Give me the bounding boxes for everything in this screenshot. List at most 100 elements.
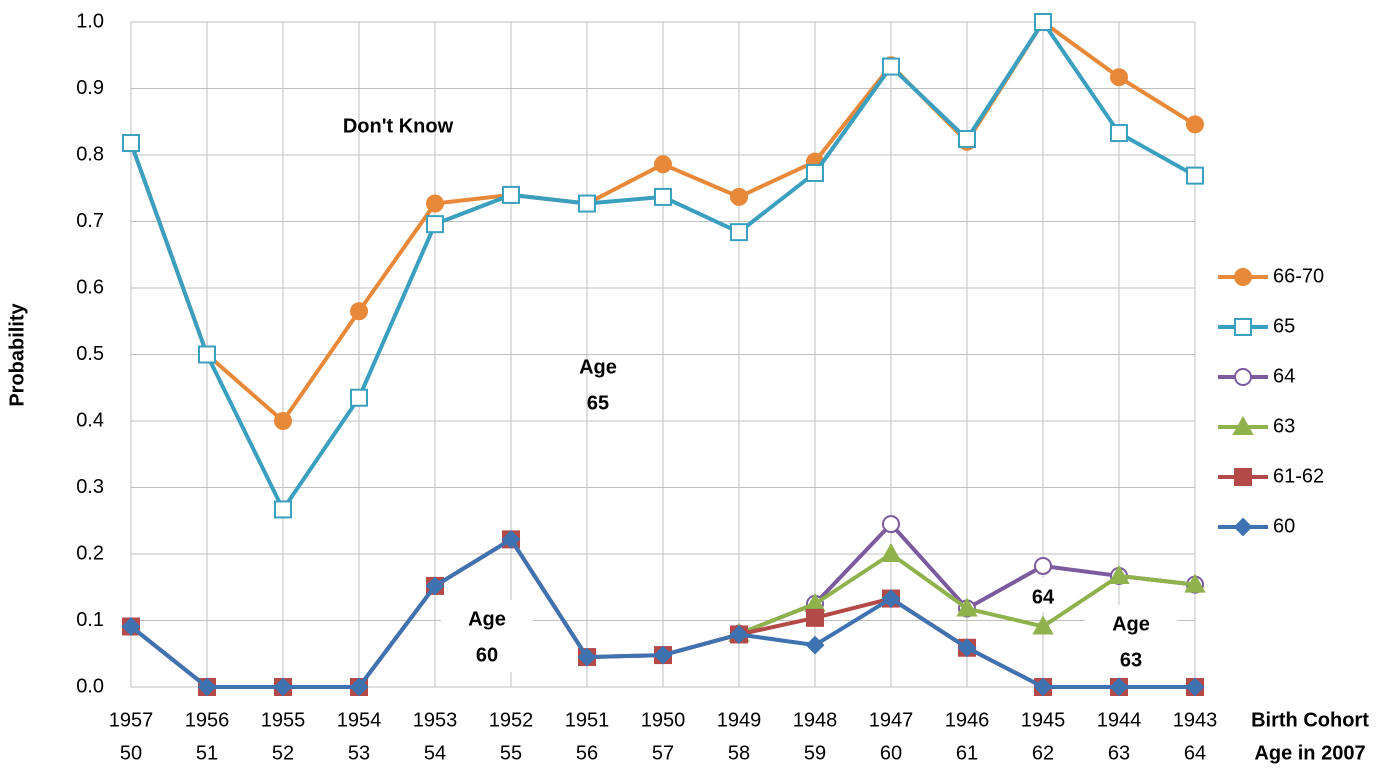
data-point — [1109, 677, 1129, 697]
legend-label: 60 — [1273, 515, 1295, 537]
legend-label: 64 — [1273, 365, 1295, 387]
y-tick-label: 0.0 — [76, 675, 104, 697]
x-tick-label: 1947 — [869, 709, 914, 731]
legend-marker — [1234, 268, 1252, 286]
x-tick-label-age: 55 — [500, 742, 522, 764]
x-tick-label-age: 62 — [1032, 742, 1054, 764]
y-tick-label: 0.9 — [76, 77, 104, 99]
annotation: Age — [468, 608, 506, 630]
y-tick-label: 0.1 — [76, 609, 104, 631]
x-tick-label: 1946 — [945, 709, 990, 731]
legend-item: 66-70 — [1218, 265, 1324, 287]
data-point — [730, 187, 748, 206]
data-point — [197, 677, 217, 697]
x-tick-label-age: 61 — [956, 742, 978, 764]
legend-marker — [1233, 517, 1253, 537]
data-point — [1184, 573, 1206, 593]
y-tick-label: 0.4 — [76, 409, 104, 431]
y-tick-label: 0.5 — [76, 343, 104, 365]
data-point — [958, 130, 976, 149]
data-point — [881, 589, 901, 608]
data-point — [273, 677, 293, 697]
legend-marker — [1232, 415, 1254, 435]
x-tick-label: 1957 — [109, 709, 154, 731]
annotation: 63 — [1120, 649, 1142, 671]
data-point — [122, 134, 140, 153]
y-tick-label: 0.8 — [76, 143, 104, 165]
annotation: Don't Know — [343, 115, 454, 137]
data-point — [426, 215, 444, 234]
data-point — [653, 645, 673, 665]
legend-marker — [1234, 368, 1252, 386]
legend-item: 61-62 — [1218, 465, 1324, 487]
legend-marker — [1234, 468, 1252, 486]
data-point — [1034, 13, 1052, 31]
data-point — [729, 625, 749, 644]
x-tick-label-age: 53 — [348, 742, 370, 764]
x-tick-label: 1948 — [793, 709, 838, 731]
data-point — [1110, 124, 1128, 143]
y-tick-label: 0.7 — [76, 210, 104, 232]
data-point — [1110, 68, 1128, 87]
legend-marker — [1234, 318, 1252, 336]
x-tick-label-age: 59 — [804, 742, 826, 764]
x-axis-title: Birth Cohort — [1251, 709, 1369, 731]
x-tick-label: 1950 — [641, 709, 686, 731]
legend-item: 64 — [1218, 365, 1295, 387]
x-tick-label: 1955 — [261, 709, 306, 731]
annotation-box — [441, 600, 533, 672]
x-tick-label-age: 50 — [120, 742, 142, 764]
data-point — [957, 638, 977, 658]
legend-item: 60 — [1218, 515, 1295, 537]
data-point — [1108, 564, 1130, 584]
data-point — [880, 542, 902, 562]
data-point — [502, 185, 520, 204]
y-tick-label: 0.6 — [76, 276, 104, 298]
annotation-box — [1018, 578, 1068, 612]
y-tick-label: 0.3 — [76, 476, 104, 498]
data-point — [1185, 677, 1205, 697]
data-point — [654, 187, 672, 206]
data-point — [956, 597, 978, 617]
x-tick-label-age: 63 — [1108, 742, 1130, 764]
data-point — [198, 345, 216, 364]
legend-item: 63 — [1218, 415, 1295, 437]
x-tick-label: 1945 — [1021, 709, 1066, 731]
data-point — [882, 515, 900, 534]
data-point — [274, 500, 292, 519]
annotation: Age — [579, 356, 617, 378]
y-axis-title: Probability — [6, 302, 28, 406]
y-tick-label: 1.0 — [76, 10, 104, 32]
x-tick-label-age: 51 — [196, 742, 218, 764]
legend-label: 61-62 — [1273, 465, 1324, 487]
legend-label: 66-70 — [1273, 265, 1324, 287]
legend-label: 65 — [1273, 315, 1295, 337]
x-tick-label-age: 58 — [728, 742, 750, 764]
x-axis-title-2: Age in 2007 — [1254, 742, 1365, 764]
x-tick-label: 1943 — [1173, 709, 1218, 731]
data-point — [1186, 115, 1204, 134]
legend-label: 63 — [1273, 415, 1295, 437]
data-point — [274, 412, 292, 430]
data-point — [350, 302, 368, 321]
x-tick-label: 1944 — [1097, 709, 1142, 731]
x-tick-label: 1956 — [185, 709, 230, 731]
x-tick-label: 1953 — [413, 709, 458, 731]
data-point — [806, 608, 824, 627]
data-point — [805, 635, 825, 655]
data-point — [349, 677, 369, 697]
data-point — [425, 576, 445, 596]
data-point — [578, 194, 596, 213]
x-tick-label-age: 64 — [1184, 742, 1206, 764]
data-point — [1033, 677, 1053, 697]
data-point — [806, 163, 824, 182]
x-tick-label: 1949 — [717, 709, 762, 731]
x-tick-label: 1952 — [489, 709, 534, 731]
x-tick-label: 1954 — [337, 709, 382, 731]
x-tick-label-age: 60 — [880, 742, 902, 764]
annotation: 64 — [1032, 586, 1055, 608]
legend-item: 65 — [1218, 315, 1295, 337]
data-point — [350, 388, 368, 407]
annotation: Age — [1112, 613, 1150, 635]
